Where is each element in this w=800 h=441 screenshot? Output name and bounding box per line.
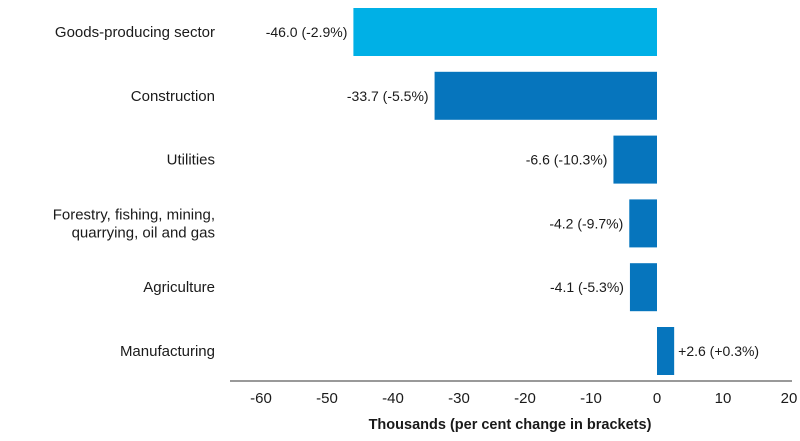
- bar-3: [629, 199, 657, 248]
- x-tick-label-3: -30: [448, 390, 470, 407]
- category-label-3: Forestry, fishing, mining, quarrying, oil…: [53, 206, 215, 241]
- data-labels: -46.0 (-2.9%) -33.7 (-5.5%) -6.6 (-10.3%) -…: [266, 24, 759, 359]
- category-label-2: Utilities: [167, 152, 215, 169]
- x-tick-label-8: 20: [781, 390, 798, 407]
- x-tick-label-5: -10: [580, 390, 602, 407]
- x-tick-label-1: -50: [316, 390, 338, 407]
- category-labels: Goods-producing sector Construction Utilit…: [53, 24, 215, 360]
- x-axis-ticks: -60 -50 -40 -30 -20 -10 0 10 20: [250, 390, 797, 407]
- x-tick-label-4: -20: [514, 390, 536, 407]
- bar-4: [629, 263, 657, 312]
- x-tick-label-6: 0: [653, 390, 661, 407]
- x-tick-label-0: -60: [250, 390, 272, 407]
- category-label-0: Goods-producing sector: [55, 24, 215, 41]
- data-label-4: -4.1 (-5.3%): [550, 279, 624, 295]
- data-label-5: +2.6 (+0.3%): [678, 343, 759, 359]
- bars-group: [353, 8, 675, 375]
- data-label-0: -46.0 (-2.9%): [266, 24, 348, 40]
- x-axis-title: Thousands (per cent change in brackets): [369, 417, 652, 433]
- category-label-4: Agriculture: [143, 279, 215, 296]
- category-label-5: Manufacturing: [120, 343, 215, 360]
- bar-1: [434, 71, 657, 120]
- bar-0: [353, 8, 657, 56]
- bar-2: [613, 135, 657, 184]
- data-label-3: -4.2 (-9.7%): [549, 215, 623, 231]
- data-label-2: -6.6 (-10.3%): [526, 152, 608, 168]
- data-label-1: -33.7 (-5.5%): [347, 88, 429, 104]
- bar-5: [657, 327, 675, 375]
- category-label-1: Construction: [131, 88, 215, 105]
- x-tick-label-7: 10: [715, 390, 732, 407]
- x-tick-label-2: -40: [382, 390, 404, 407]
